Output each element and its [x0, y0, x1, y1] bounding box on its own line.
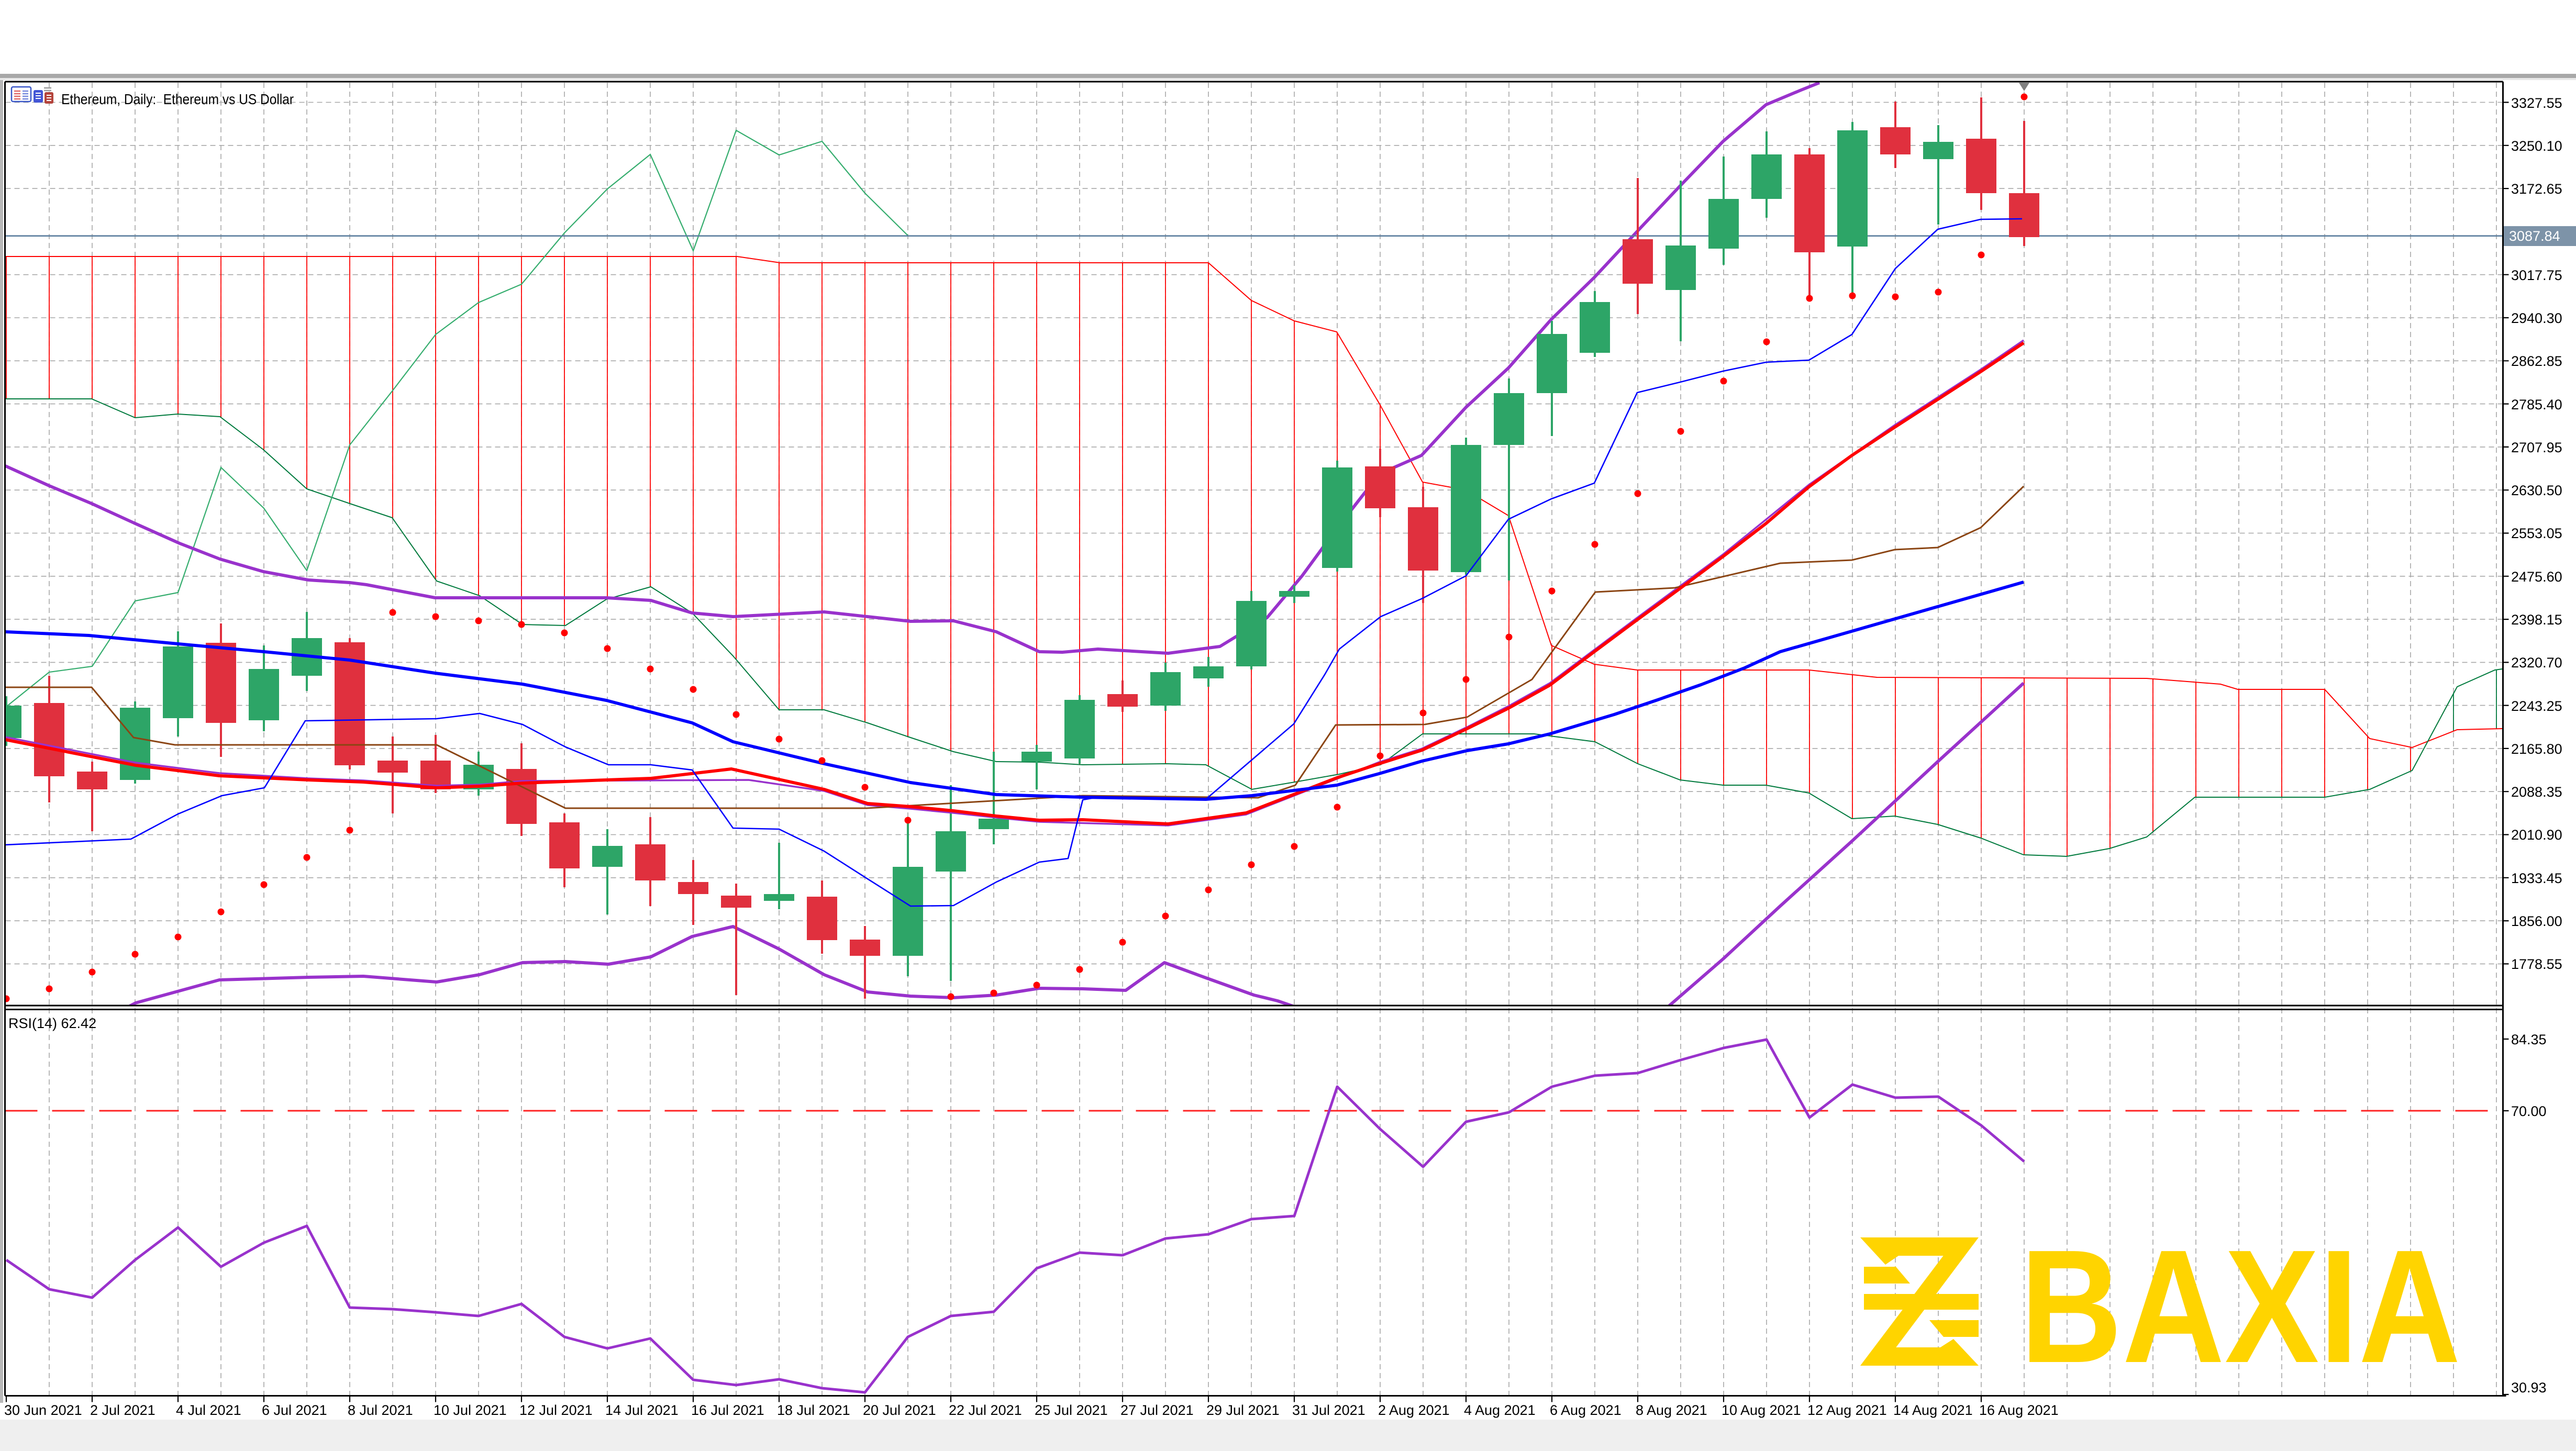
svg-text:27 Jul 2021: 27 Jul 2021	[1120, 1402, 1194, 1418]
svg-text:25 Jul 2021: 25 Jul 2021	[1035, 1402, 1108, 1418]
svg-text:2320.70: 2320.70	[2511, 655, 2562, 671]
svg-text:84.35: 84.35	[2511, 1032, 2547, 1047]
svg-text:20 Jul 2021: 20 Jul 2021	[863, 1402, 936, 1418]
svg-text:2243.25: 2243.25	[2511, 698, 2562, 714]
svg-text:31 Jul 2021: 31 Jul 2021	[1292, 1402, 1365, 1418]
svg-text:6 Jul 2021: 6 Jul 2021	[262, 1402, 327, 1418]
svg-text:8 Jul 2021: 8 Jul 2021	[348, 1402, 413, 1418]
svg-text:3017.75: 3017.75	[2511, 267, 2562, 283]
svg-text:Ethereum, Daily: Ethereum vs: Ethereum, Daily: Ethereum vs US Dollar	[61, 91, 294, 107]
svg-text:2398.15: 2398.15	[2511, 612, 2562, 628]
svg-text:RSI(14) 62.42: RSI(14) 62.42	[8, 1015, 96, 1031]
svg-text:2940.30: 2940.30	[2511, 310, 2562, 326]
svg-text:70.00: 70.00	[2511, 1103, 2547, 1119]
svg-text:16 Jul 2021: 16 Jul 2021	[691, 1402, 764, 1418]
svg-text:14 Jul 2021: 14 Jul 2021	[605, 1402, 679, 1418]
svg-text:1933.45: 1933.45	[2511, 870, 2562, 886]
svg-text:12 Aug 2021: 12 Aug 2021	[1807, 1402, 1887, 1418]
svg-text:3087.84: 3087.84	[2509, 228, 2560, 244]
svg-text:22 Jul 2021: 22 Jul 2021	[949, 1402, 1022, 1418]
svg-text:3250.10: 3250.10	[2511, 138, 2562, 154]
svg-text:29 Jul 2021: 29 Jul 2021	[1206, 1402, 1280, 1418]
svg-text:2 Aug 2021: 2 Aug 2021	[1378, 1402, 1450, 1418]
svg-text:3172.65: 3172.65	[2511, 181, 2562, 197]
svg-text:2165.80: 2165.80	[2511, 741, 2562, 757]
svg-text:10 Aug 2021: 10 Aug 2021	[1722, 1402, 1801, 1418]
svg-text:3327.55: 3327.55	[2511, 95, 2562, 111]
svg-text:16 Aug 2021: 16 Aug 2021	[1979, 1402, 2059, 1418]
svg-text:2475.60: 2475.60	[2511, 569, 2562, 585]
svg-text:2862.85: 2862.85	[2511, 353, 2562, 369]
svg-text:2 Jul 2021: 2 Jul 2021	[90, 1402, 156, 1418]
svg-text:4 Jul 2021: 4 Jul 2021	[176, 1402, 241, 1418]
svg-text:10 Jul 2021: 10 Jul 2021	[434, 1402, 507, 1418]
svg-text:1778.55: 1778.55	[2511, 956, 2562, 972]
svg-text:2785.40: 2785.40	[2511, 397, 2562, 412]
svg-text:8 Aug 2021: 8 Aug 2021	[1636, 1402, 1707, 1418]
svg-text:14 Aug 2021: 14 Aug 2021	[1893, 1402, 1973, 1418]
svg-text:1856.00: 1856.00	[2511, 913, 2562, 929]
svg-text:2707.95: 2707.95	[2511, 440, 2562, 455]
svg-text:4 Aug 2021: 4 Aug 2021	[1464, 1402, 1536, 1418]
svg-text:12 Jul 2021: 12 Jul 2021	[519, 1402, 593, 1418]
svg-text:2088.35: 2088.35	[2511, 784, 2562, 800]
svg-text:2630.50: 2630.50	[2511, 483, 2562, 498]
svg-text:2553.05: 2553.05	[2511, 526, 2562, 541]
svg-text:30 Jun 2021: 30 Jun 2021	[4, 1402, 82, 1418]
svg-text:18 Jul 2021: 18 Jul 2021	[777, 1402, 850, 1418]
svg-text:6 Aug 2021: 6 Aug 2021	[1550, 1402, 1622, 1418]
svg-text:30.93: 30.93	[2511, 1380, 2547, 1396]
svg-text:BAXIA: BAXIA	[2020, 1216, 2461, 1397]
svg-text:2010.90: 2010.90	[2511, 827, 2562, 843]
